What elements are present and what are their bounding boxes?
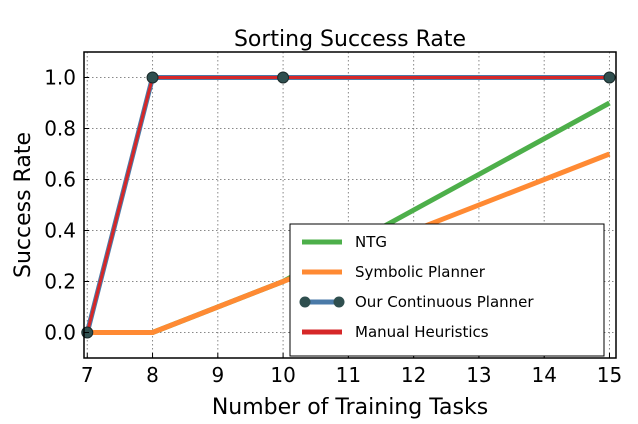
- legend-box: [289, 223, 605, 357]
- x-tick-label: 14: [531, 363, 556, 387]
- y-tick-label: 0.4: [44, 219, 76, 243]
- x-tick-label: 15: [597, 363, 622, 387]
- chart-title: Sorting Success Rate: [234, 27, 466, 52]
- y-tick-label: 1.0: [44, 66, 76, 90]
- plot-area: [81, 71, 616, 339]
- legend-label: Manual Heuristics: [355, 323, 489, 341]
- plot-frame: [83, 51, 617, 359]
- y-tick-label: 0.8: [44, 117, 76, 141]
- legend-marker: [299, 296, 311, 308]
- y-tick-label: 0.0: [44, 321, 76, 345]
- x-tick-label: 10: [270, 363, 295, 387]
- x-axis-ticks: 7 8 9 10 11 12 13 14 15: [81, 353, 622, 387]
- series-line-1: [87, 151, 611, 335]
- series-point: [603, 71, 616, 84]
- legend-marker: [333, 296, 345, 308]
- x-tick-label: 11: [336, 363, 361, 387]
- y-tick-label: 0.2: [44, 270, 76, 294]
- series-point: [277, 71, 290, 84]
- y-axis-ticks: 0.0 0.2 0.4 0.6 0.8 1.0: [44, 66, 89, 345]
- legend-label: NTG: [355, 233, 387, 251]
- legend-label: Symbolic Planner: [355, 263, 486, 281]
- x-tick-label: 12: [401, 363, 426, 387]
- y-tick-label: 0.6: [44, 168, 76, 192]
- x-tick-label: 8: [146, 363, 159, 387]
- y-axis-label: Success Rate: [11, 132, 36, 278]
- x-tick-label: 9: [211, 363, 224, 387]
- legend-label: Our Continuous Planner: [355, 293, 534, 311]
- x-tick-label: 7: [81, 363, 94, 387]
- series-line-3: [85, 76, 610, 333]
- x-axis-label: Number of Training Tasks: [212, 395, 488, 420]
- legend: NTG Symbolic Planner Our Continuous Planne…: [289, 223, 605, 357]
- x-tick-label: 13: [466, 363, 491, 387]
- series-point: [146, 71, 159, 84]
